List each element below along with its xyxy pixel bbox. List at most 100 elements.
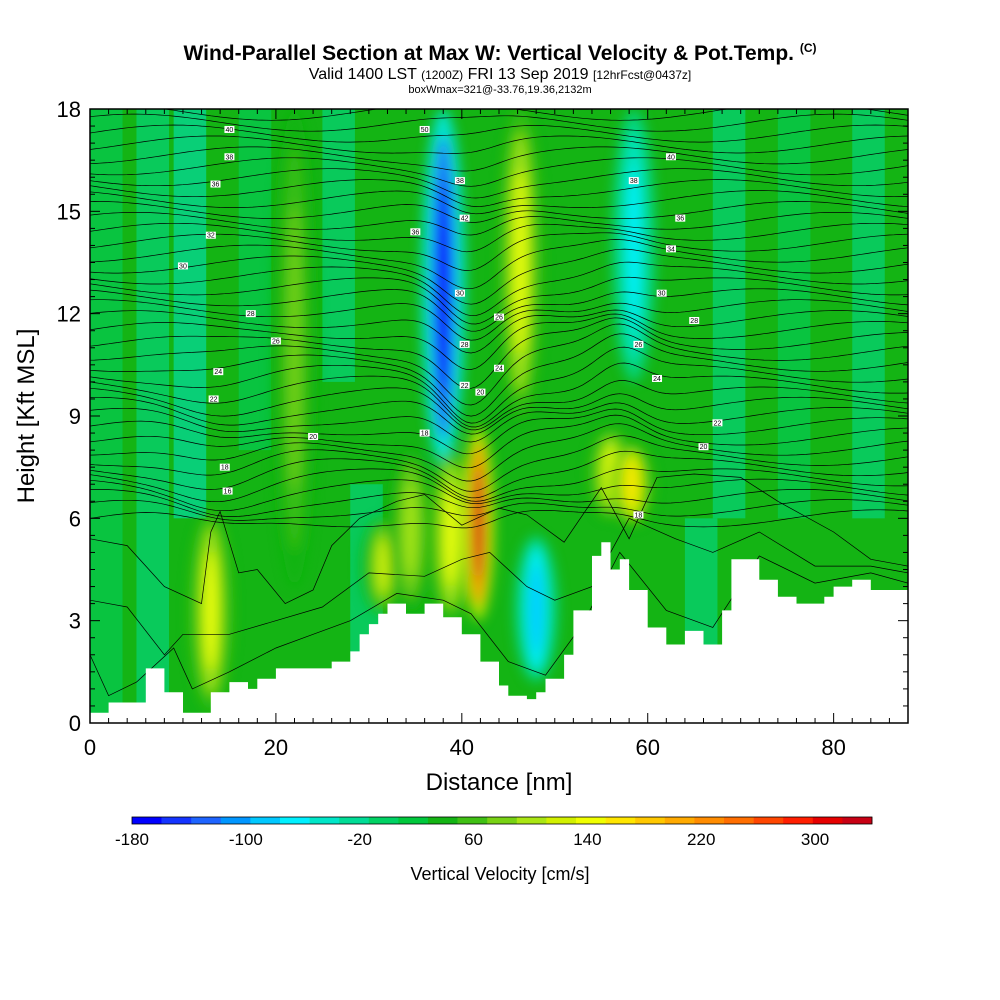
isentrope-label: 40	[667, 154, 675, 161]
isentrope-label: 36	[411, 229, 419, 236]
colorbar-segment	[280, 817, 310, 824]
colorbar-segment	[428, 817, 458, 824]
isentrope-label-bg	[675, 214, 686, 222]
colorbar-label: Vertical Velocity [cm/s]	[410, 864, 589, 884]
isentrope-label-bg	[208, 395, 219, 403]
colorbar-segment	[309, 817, 340, 824]
isentrope-line	[90, 478, 908, 512]
isentrope-label-bg	[633, 340, 644, 348]
isentrope-line	[90, 468, 908, 503]
isentrope-label-bg	[245, 310, 256, 318]
isentrope-line	[90, 362, 908, 428]
colorbar-tick-label: 60	[464, 830, 483, 849]
colorbar-segment	[398, 817, 429, 824]
isentrope-label-bg	[475, 388, 486, 396]
colorbar-segment	[191, 817, 222, 824]
isentrope-label: 28	[461, 342, 469, 349]
plot-area: 40 38 36 32 30 28 26 24 22 20 18 16 18 36 50 38 42 30 28 22…	[90, 60, 908, 723]
isentrope-label-bg	[689, 316, 700, 324]
isentrope-line	[90, 212, 908, 236]
isentrope-label: 24	[495, 366, 503, 373]
chart-subtitle: Valid 1400 LST (1200Z) FRI 13 Sep 2019 […	[308, 66, 692, 83]
colorbar-segment	[694, 817, 725, 824]
isentrope-label-bg	[213, 368, 224, 376]
isentrope-line	[162, 109, 908, 121]
colorbar-segment	[724, 817, 754, 824]
isentrope-line	[90, 239, 908, 290]
isentrope-label: 16	[224, 489, 232, 496]
colorbar-segment	[842, 817, 873, 824]
velocity-feature-core	[474, 465, 484, 582]
isentrope-line	[90, 423, 908, 482]
isentrope-label-bg	[224, 153, 235, 161]
isentrope-label: 22	[461, 383, 469, 390]
isentrope-label-bg	[410, 228, 421, 236]
colorbar-segment	[368, 817, 399, 824]
isentrope-line	[90, 113, 908, 132]
isentrope-line	[90, 380, 908, 431]
isentrope-line	[90, 509, 908, 529]
velocity-feature-core	[404, 482, 417, 579]
colorbar-segment	[516, 817, 547, 824]
isentrope-line	[90, 168, 908, 199]
colorbar-segment	[339, 817, 370, 824]
x-tick-label: 20	[264, 735, 288, 760]
isentrope-label: 30	[658, 291, 666, 298]
y-tick-label: 15	[57, 199, 81, 224]
isentrope-line	[90, 135, 908, 154]
colorbar-segment	[132, 817, 162, 824]
colorbar-segment	[457, 817, 488, 824]
isentrope-label-bg	[205, 231, 216, 239]
isentrope-label-bg	[224, 125, 235, 133]
isentrope-label-bg	[419, 125, 430, 133]
isentrope-label-bg	[698, 443, 709, 451]
isentrope-line	[90, 323, 908, 406]
colorbar-segment	[664, 817, 695, 824]
isentrope-label: 42	[461, 216, 469, 223]
colorbar-segment	[783, 817, 814, 824]
colorbar-segment	[576, 817, 606, 824]
isentrope-label-bg	[633, 511, 644, 519]
isentrope-label-bg	[494, 364, 504, 372]
x-tick-label: 80	[821, 735, 845, 760]
velocity-feature-core	[625, 459, 639, 509]
isentrope-line	[90, 435, 908, 492]
colorbar-tick-label: -20	[347, 830, 372, 849]
isentrope-label-bg	[308, 432, 319, 440]
isentrope-line	[90, 317, 908, 389]
isentrope-label-bg	[628, 177, 639, 185]
isentrope-line	[90, 299, 908, 341]
isentrope-line	[90, 261, 908, 317]
isentrope-label: 22	[714, 420, 722, 427]
isentrope-label: 28	[247, 311, 255, 318]
isentrope-label: 20	[700, 444, 708, 451]
isentrope-label: 20	[477, 390, 485, 397]
isentrope-line	[90, 179, 908, 207]
isentrope-line	[90, 488, 908, 517]
x-tick-label: 0	[84, 735, 96, 760]
isentrope-label: 26	[635, 342, 643, 349]
y-axis-label: Height [Kft MSL]	[13, 329, 40, 504]
isentrope-label-bg	[652, 374, 663, 382]
isentrope-label-bg	[712, 419, 723, 427]
velocity-feature-core	[444, 484, 457, 587]
background-band	[852, 109, 885, 519]
copyright-mark: (C)	[799, 41, 817, 55]
low-level-contour	[90, 473, 908, 605]
isentrope-label-bg	[454, 177, 465, 185]
background-band	[136, 109, 170, 723]
isentrope-label: 38	[456, 178, 464, 185]
box-wmax-info: boxWmax=321@-33.76,19.36,2132m	[408, 84, 592, 96]
colorbar-tick-label: -180	[115, 830, 149, 849]
background-band	[777, 109, 811, 519]
isentrope-line	[90, 402, 908, 443]
x-tick-label: 60	[635, 735, 659, 760]
utc-time: (1200Z)	[421, 68, 464, 82]
isentrope-label-bg	[222, 487, 233, 495]
isentrope-label: 22	[210, 396, 218, 403]
background-band	[322, 109, 355, 382]
isentrope-line	[90, 60, 908, 77]
y-tick-label: 3	[69, 609, 81, 634]
